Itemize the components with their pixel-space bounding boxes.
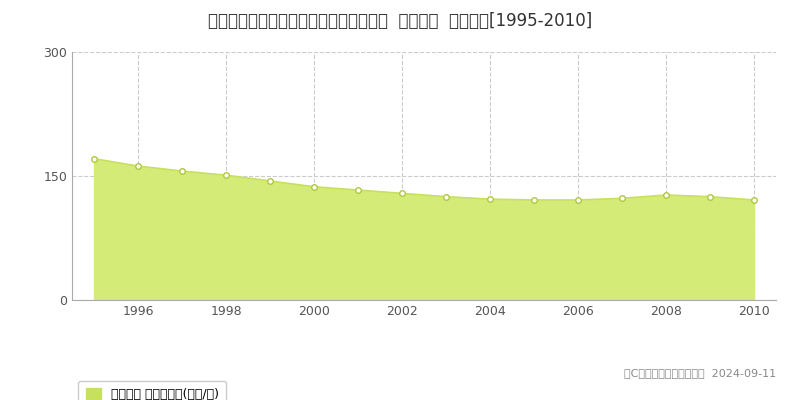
Text: （C）土地価格ドットコム  2024-09-11: （C）土地価格ドットコム 2024-09-11	[624, 368, 776, 378]
Text: 東京都江戸川区筊崎町３丁目４６番１外  地価公示  地価推移[1995-2010]: 東京都江戸川区筊崎町３丁目４６番１外 地価公示 地価推移[1995-2010]	[208, 12, 592, 30]
Legend: 地価公示 平均坂単価(万円/坤): 地価公示 平均坂単価(万円/坤)	[78, 381, 226, 400]
